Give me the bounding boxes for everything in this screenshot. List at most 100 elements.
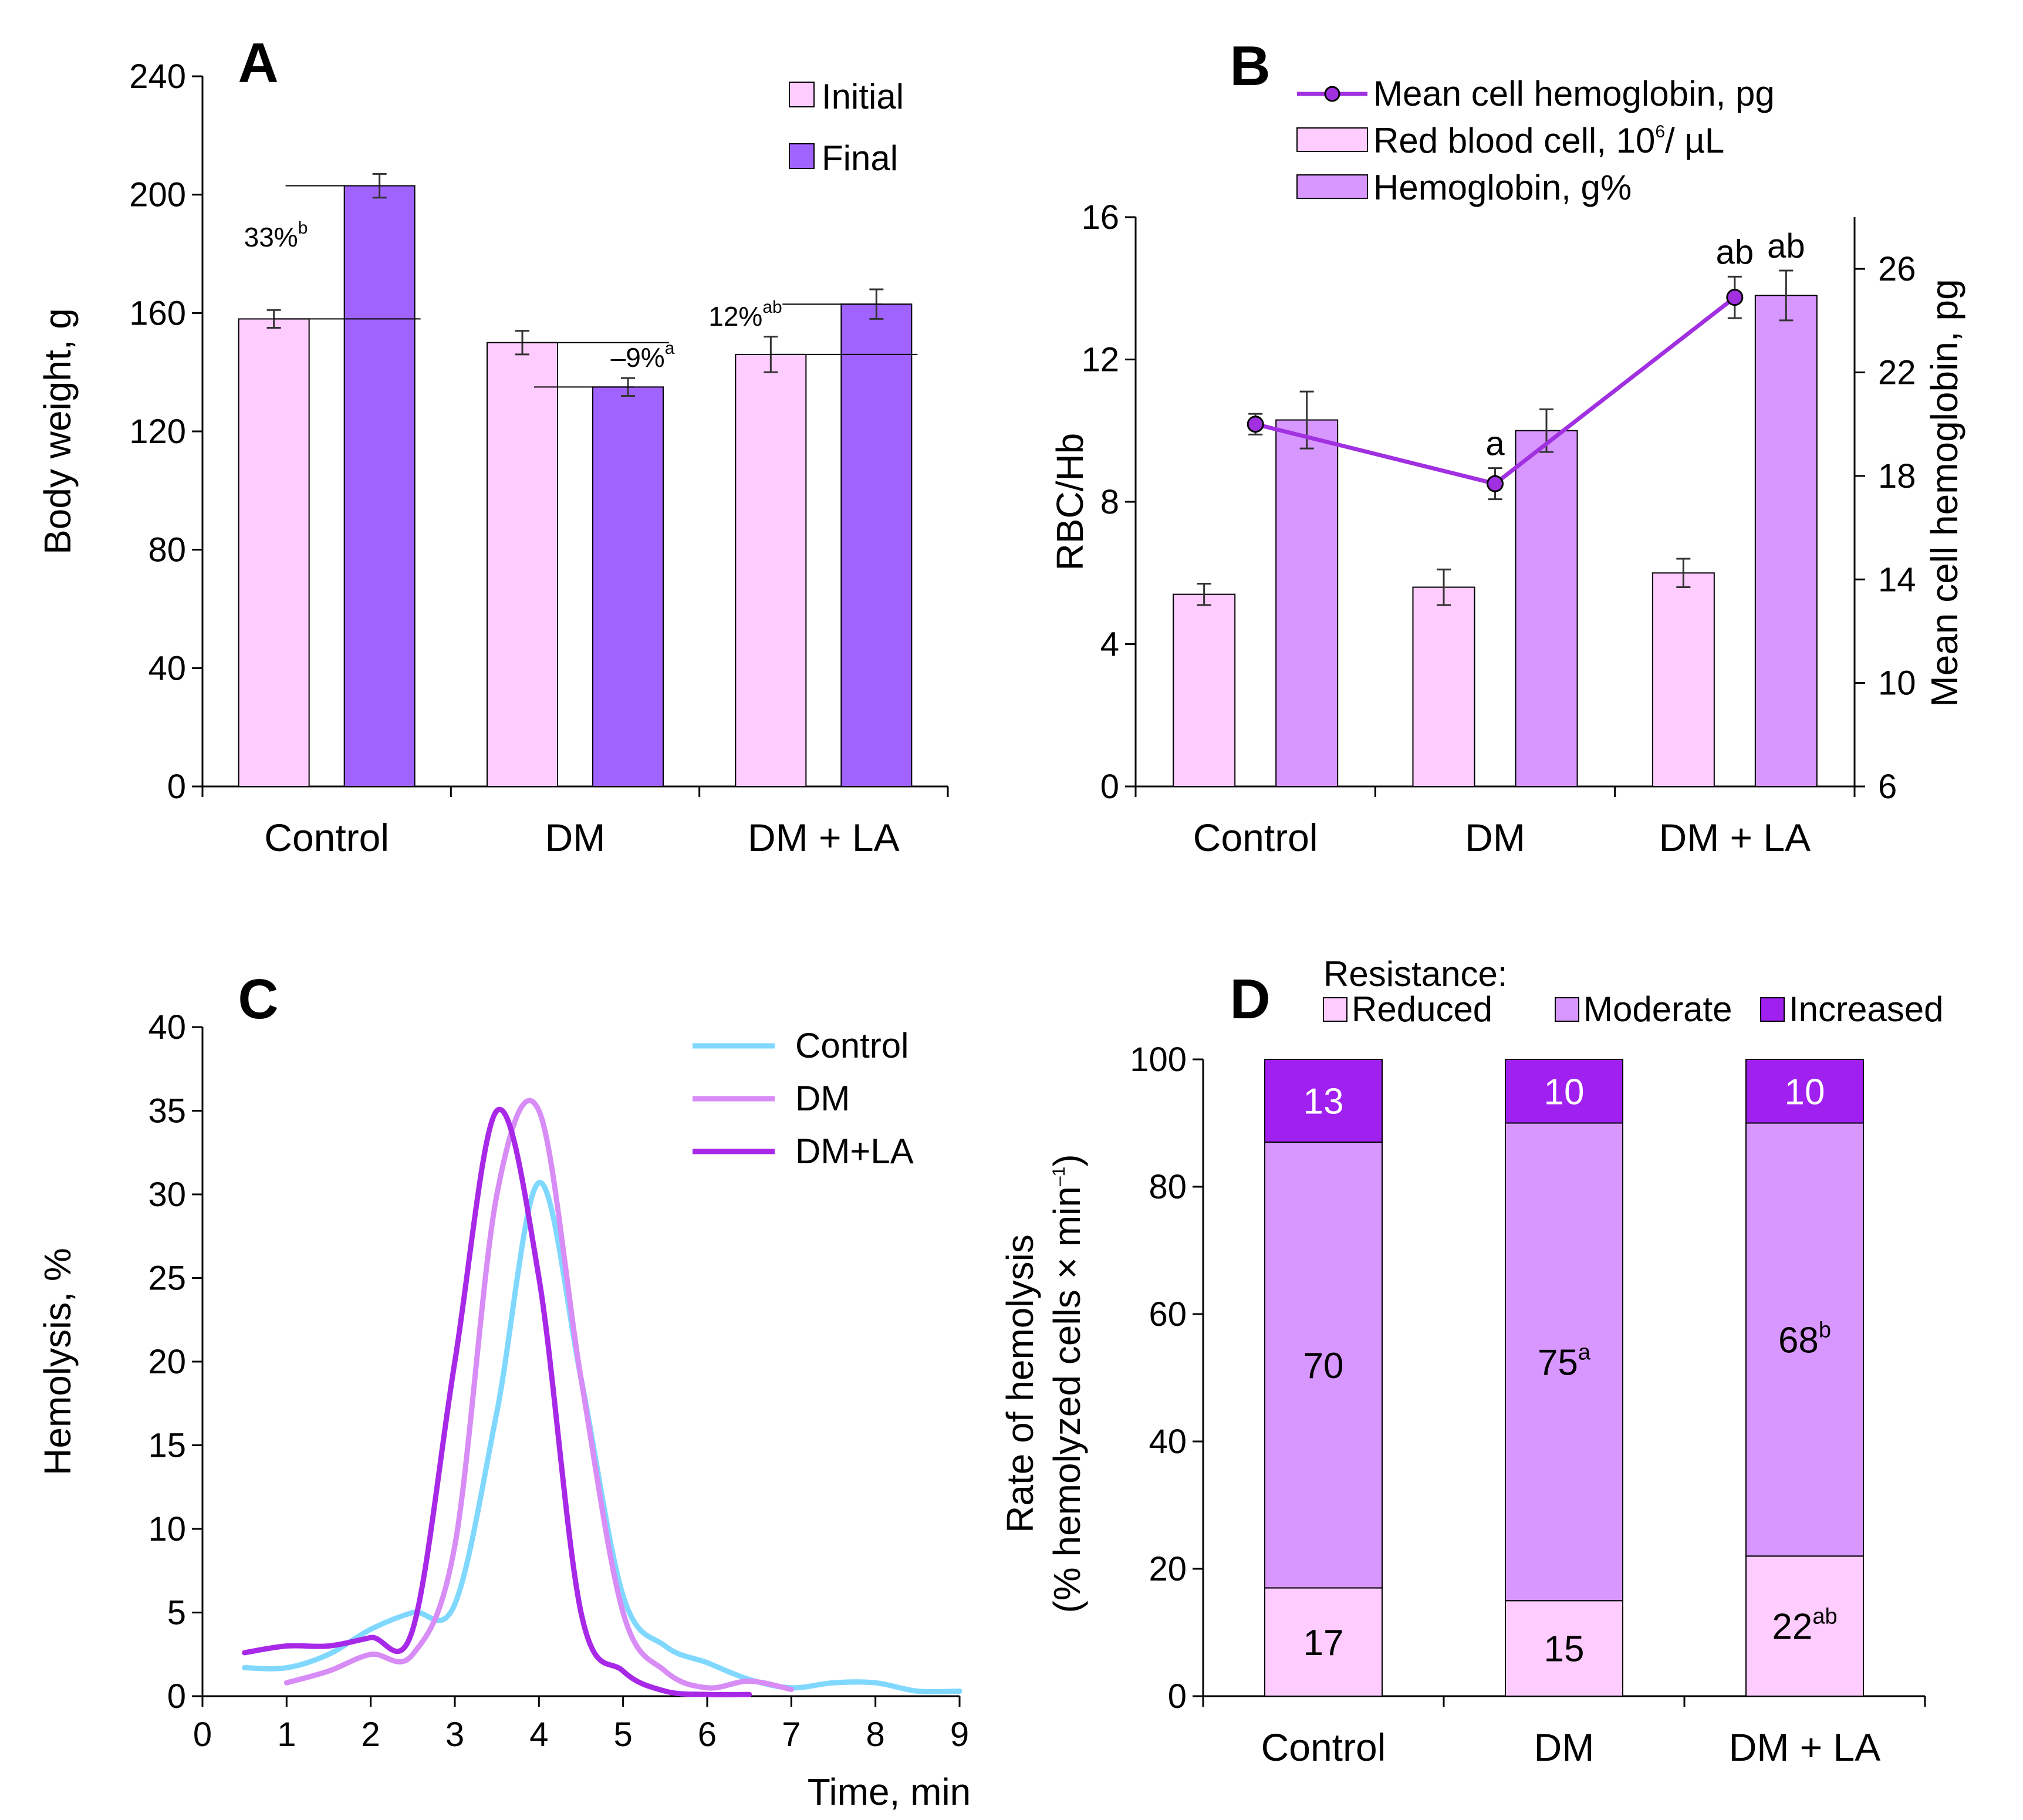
b-y-tick-label: 16 xyxy=(1081,198,1119,237)
a-change-annotation-main: 33% xyxy=(244,222,298,252)
c-curve-dm-la xyxy=(242,1106,752,1698)
d-segment-increased xyxy=(1745,1059,1864,1124)
b-legend-label-part: 6 xyxy=(1655,122,1665,141)
d-y-axis-label-part: ) xyxy=(1046,1154,1088,1166)
c-curve-dm xyxy=(283,1098,794,1693)
c-curve-control xyxy=(242,1180,962,1695)
c-y-tick-label: 40 xyxy=(148,1008,186,1046)
a-legend-label: Final xyxy=(822,139,898,178)
b-legend-label: Red blood cell, 106/ µL xyxy=(1373,121,1724,160)
a-y-tick-label: 120 xyxy=(129,413,186,451)
a-change-annotation-sup: b xyxy=(298,218,308,238)
d-legend-swatch xyxy=(1323,997,1347,1022)
d-segment-label: 17 xyxy=(1303,1623,1344,1663)
d-y-axis-label-line1: Rate of hemolysis xyxy=(999,1234,1041,1533)
c-y-tick-label: 10 xyxy=(148,1510,186,1548)
b-legend-label-part: Red blood cell, 10 xyxy=(1373,121,1655,160)
d-segment-label-main: 75 xyxy=(1538,1342,1578,1383)
d-legend-swatch xyxy=(1760,997,1785,1022)
b-legend-label: Mean cell hemoglobin, pg xyxy=(1373,74,1775,113)
d-y-tick-label: 20 xyxy=(1149,1550,1187,1588)
a-y-axis-label: Body weight, g xyxy=(36,308,79,555)
d-segment-label: 10 xyxy=(1544,1072,1585,1112)
d-y-tick-label: 0 xyxy=(1168,1677,1187,1716)
b-category-label: DM + LA xyxy=(1659,816,1811,859)
a-bar-initial xyxy=(238,318,310,787)
b-y2-tick-label: 26 xyxy=(1878,250,1916,288)
c-y-tick-label: 20 xyxy=(148,1343,186,1381)
d-segment-label-main: 10 xyxy=(1785,1072,1825,1112)
d-legend-title: Resistance: xyxy=(1323,954,1507,994)
d-legend-label: Moderate xyxy=(1583,990,1732,1029)
d-segment-label-sup: b xyxy=(1819,1318,1831,1342)
b-y-tick-label: 8 xyxy=(1100,483,1119,521)
b-y2-axis-label: Mean cell hemoglobin, pg xyxy=(1923,279,1965,707)
a-bar-initial xyxy=(735,353,807,787)
c-y-tick-label: 5 xyxy=(167,1594,186,1632)
b-legend-marker xyxy=(1324,86,1340,102)
c-y-tick-label: 0 xyxy=(167,1677,186,1716)
c-x-tick-label: 7 xyxy=(782,1716,801,1754)
b-bar-rbc xyxy=(1412,586,1475,787)
d-segment-label-main: 13 xyxy=(1303,1082,1344,1122)
b-bar-significance: ab xyxy=(1767,227,1805,265)
b-bar-hb xyxy=(1754,295,1818,787)
b-y2-tick-label: 6 xyxy=(1878,768,1897,806)
panel-c: 0 5 10 15 20 25 30 35 40 0 1 2 3 4 5 6 7 8 9 Time, min Hemol… xyxy=(36,968,971,1813)
c-x-tick-label: 2 xyxy=(362,1716,380,1754)
a-category-label: DM xyxy=(545,816,606,859)
d-segment-label-sup: a xyxy=(1578,1340,1591,1365)
c-y-tick-label: 30 xyxy=(148,1176,186,1214)
a-y-tick-label: 40 xyxy=(148,649,186,687)
b-legend-swatch xyxy=(1296,127,1368,152)
d-segment-increased xyxy=(1264,1059,1383,1143)
c-panel-letter: C xyxy=(238,968,278,1031)
d-segment-label-main: 15 xyxy=(1544,1629,1585,1670)
a-bar-final xyxy=(840,303,913,787)
c-x-tick-label: 6 xyxy=(698,1716,717,1754)
b-mch-point xyxy=(1247,416,1264,433)
d-segment-label-main: 10 xyxy=(1544,1072,1585,1112)
a-category-label: Control xyxy=(264,816,389,859)
c-x-tick-label: 1 xyxy=(277,1716,296,1754)
d-segment-label: 70 xyxy=(1303,1346,1344,1386)
d-segment-label: 15 xyxy=(1544,1629,1585,1670)
a-bar-final xyxy=(343,185,416,787)
d-panel-letter: D xyxy=(1230,968,1270,1031)
d-segment-label: 13 xyxy=(1303,1082,1344,1122)
a-bar-final xyxy=(592,386,664,787)
c-y-tick-label: 25 xyxy=(148,1260,186,1298)
a-y-tick-label: 80 xyxy=(148,531,186,569)
c-legend-label: Control xyxy=(795,1026,909,1065)
b-y2-tick-label: 18 xyxy=(1878,457,1916,495)
b-y2-tick-label: 22 xyxy=(1878,354,1916,392)
d-y-tick-label: 40 xyxy=(1149,1423,1187,1461)
b-y-tick-label: 0 xyxy=(1100,768,1119,806)
a-bar-initial xyxy=(487,342,558,787)
d-legend-label: Increased xyxy=(1789,990,1944,1029)
d-legend-swatch xyxy=(1555,997,1579,1022)
b-point-significance: a xyxy=(1485,425,1505,463)
d-y-axis-label-part: –1 xyxy=(1049,1167,1069,1186)
a-legend-swatch xyxy=(789,143,815,169)
d-segment-moderate xyxy=(1745,1122,1864,1557)
a-change-annotation-main: 12% xyxy=(708,301,762,332)
b-mch-point xyxy=(1726,289,1744,306)
b-mch-point xyxy=(1487,475,1504,492)
b-bar-rbc xyxy=(1173,593,1236,787)
b-bar-hb xyxy=(1275,419,1339,787)
a-y-tick-label: 160 xyxy=(129,294,186,332)
c-y-tick-label: 35 xyxy=(148,1092,186,1130)
panel-a: 0 40 80 120 160 200 240 Control DM DM + LA 33%b –9%… xyxy=(36,32,949,859)
a-legend-label: Initial xyxy=(822,77,904,116)
d-segment-label-main: 17 xyxy=(1303,1623,1344,1663)
panel-d: 0 20 40 60 80 100 Control 17 70 13 DM 15 75a 10 DM + L… xyxy=(999,954,1944,1769)
d-legend-label: Reduced xyxy=(1352,990,1492,1029)
d-y-axis-label-part: (% hemolyzed cells × min xyxy=(1046,1186,1088,1613)
c-legend-label: DM xyxy=(795,1079,850,1118)
d-segment-label-main: 70 xyxy=(1303,1346,1344,1386)
d-segment-label-sup: ab xyxy=(1812,1605,1837,1629)
c-legend-label: DM+LA xyxy=(795,1132,914,1171)
c-x-tick-label: 9 xyxy=(950,1716,969,1754)
